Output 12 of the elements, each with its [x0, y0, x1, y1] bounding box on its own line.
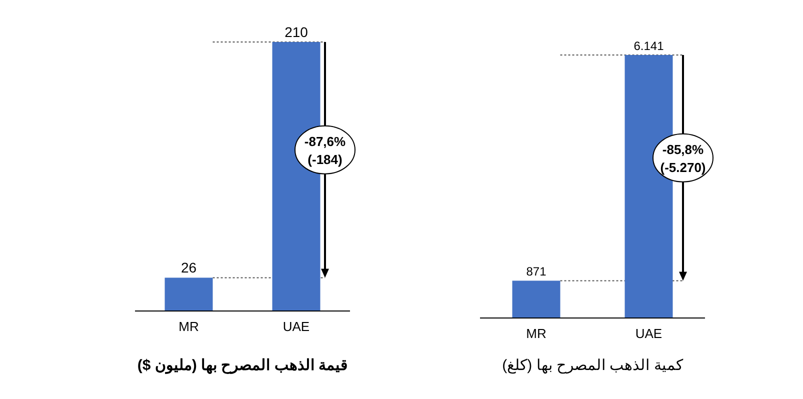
data-label: 871 [526, 264, 547, 279]
data-label: 26 [180, 260, 197, 276]
annotation: -87,6% (-184) [304, 134, 346, 167]
x-tick-label: UAE [635, 326, 662, 341]
x-tick-label: MR [526, 326, 546, 341]
data-label: 210 [284, 24, 308, 40]
annotation: -85,8% (-5.270) [660, 142, 706, 175]
x-tick-label: MR [178, 319, 199, 334]
text: قيمة الذهب المصرح بها (مليون $) [137, 357, 348, 374]
x-tick-label: UAE [282, 319, 310, 334]
text: كمية الذهب المصرح بها (كلغ) [502, 357, 684, 374]
data-label: 6.141 [634, 39, 664, 53]
